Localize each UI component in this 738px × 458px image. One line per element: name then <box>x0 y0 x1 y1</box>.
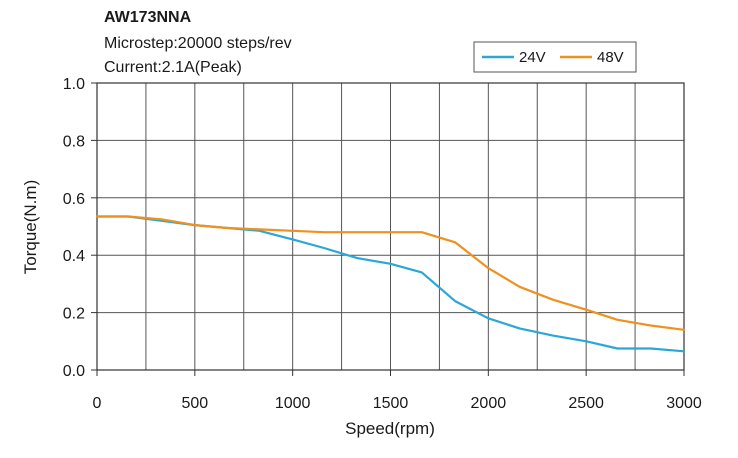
x-tick-label: 2500 <box>568 395 604 412</box>
legend: 24V 48V <box>473 41 637 73</box>
x-tick-label: 0 <box>93 395 102 412</box>
x-tick-label: 1500 <box>373 395 409 412</box>
y-tick-label: 0.4 <box>63 248 85 265</box>
chart-subtitle-current: Current:2.1A(Peak) <box>104 59 242 76</box>
x-tick-label: 3000 <box>666 395 702 412</box>
legend-box <box>473 41 637 73</box>
x-tick-labels: 0 500 1000 1500 2000 2500 3000 <box>93 395 702 412</box>
chart-title: AW173NNA <box>104 9 192 26</box>
y-tick-label: 0.8 <box>63 133 85 150</box>
x-axis-label: Speed(rpm) <box>345 419 435 438</box>
x-tick-label: 1000 <box>275 395 311 412</box>
y-tick-label: 0.6 <box>63 191 85 208</box>
plot-series <box>95 215 686 353</box>
plot-axes <box>91 82 685 376</box>
x-tick-label: 2000 <box>471 395 507 412</box>
series-line-48v <box>95 215 686 331</box>
plot-grid <box>96 82 685 371</box>
y-tick-labels: 0.0 0.2 0.4 0.6 0.8 1.0 <box>63 76 85 380</box>
legend-label-24v: 24V <box>519 49 546 66</box>
chart-subtitle-microstep: Microstep:20000 steps/rev <box>104 35 292 52</box>
y-tick-label: 0.2 <box>63 306 85 323</box>
legend-label-48v: 48V <box>597 49 624 66</box>
y-tick-label: 1.0 <box>63 76 85 93</box>
x-tick-label: 500 <box>181 395 208 412</box>
y-tick-label: 0.0 <box>63 363 85 380</box>
y-axis-label: Torque(N.m) <box>21 180 40 274</box>
